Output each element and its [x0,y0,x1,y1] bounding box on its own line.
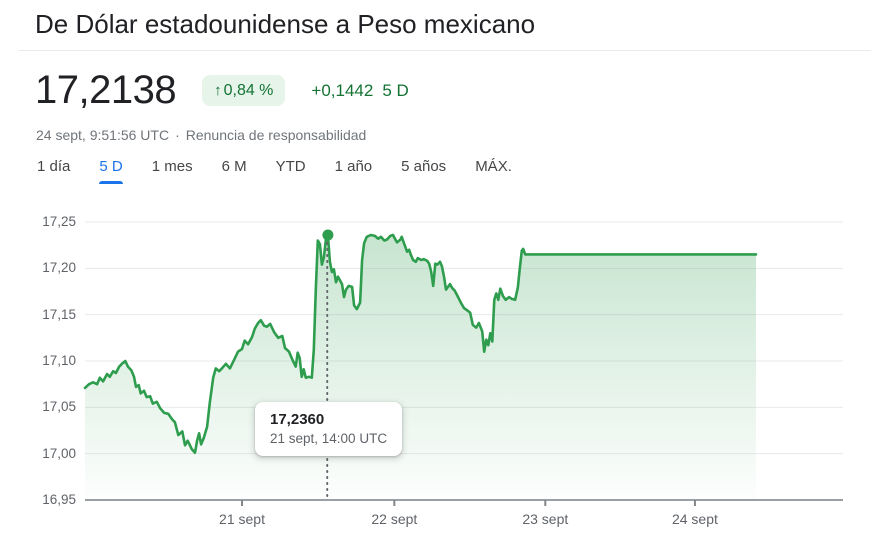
tab-1-dia[interactable]: 1 día [37,158,71,175]
tooltip-time: 21 sept, 14:00 UTC [270,431,388,446]
price-line [83,233,758,454]
marker-dot [322,229,334,241]
quote-row: 17,2138 ↑ 0,84 % +0,1442 5 D [35,68,409,113]
chart-tooltip: 17,2360 21 sept, 14:00 UTC [255,402,403,456]
tab-5-anos[interactable]: 5 años [401,158,447,175]
tab-ytd[interactable]: YTD [275,158,306,175]
change-period-label: 5 D [382,80,409,100]
timestamp-row: 24 sept, 9:51:56 UTC · Renuncia de respo… [36,127,366,143]
change-percent-badge: ↑ 0,84 % [202,75,286,106]
y-axis-label: 17,15 [42,306,76,322]
tab-1-mes[interactable]: 1 mes [151,158,193,175]
area-fill [85,235,756,500]
tab-5-d[interactable]: 5 D [99,158,124,184]
y-axis-label: 16,95 [42,492,76,507]
change-percent-value: 0,84 % [223,81,274,99]
page-title: De Dólar estadounidense a Peso mexicano [35,9,536,39]
tooltip-price: 17,2360 [270,411,325,428]
up-arrow-icon: ↑ [214,82,222,99]
change-absolute: +0,1442 5 D [311,81,408,101]
disclaimer-link[interactable]: Renuncia de responsabilidad [185,127,367,143]
tab-6-m[interactable]: 6 M [221,158,247,175]
x-axis-label: 21 sept [219,511,265,527]
y-axis-label: 17,00 [42,445,76,461]
y-axis-label: 17,25 [42,214,76,229]
x-axis-label: 23 sept [522,511,569,527]
change-absolute-value: +0,1442 [311,80,374,100]
header-divider [19,50,871,51]
current-price: 17,2138 [35,68,177,112]
y-axis-label: 17,05 [42,399,76,415]
tab-max[interactable]: MÁX. [475,158,512,175]
x-axis-label: 22 sept [371,511,418,527]
y-axis-label: 17,20 [42,260,76,276]
tab-1-ano[interactable]: 1 año [334,158,373,175]
quote-timestamp: 24 sept, 9:51:56 UTC [36,127,170,143]
y-axis-label: 17,10 [42,353,76,368]
x-axis-label: 24 sept [671,511,718,527]
time-range-tabs: 1 día 5 D 1 mes 6 M YTD 1 año 5 años MÁX… [37,158,512,184]
separator-dot: · [175,127,180,143]
